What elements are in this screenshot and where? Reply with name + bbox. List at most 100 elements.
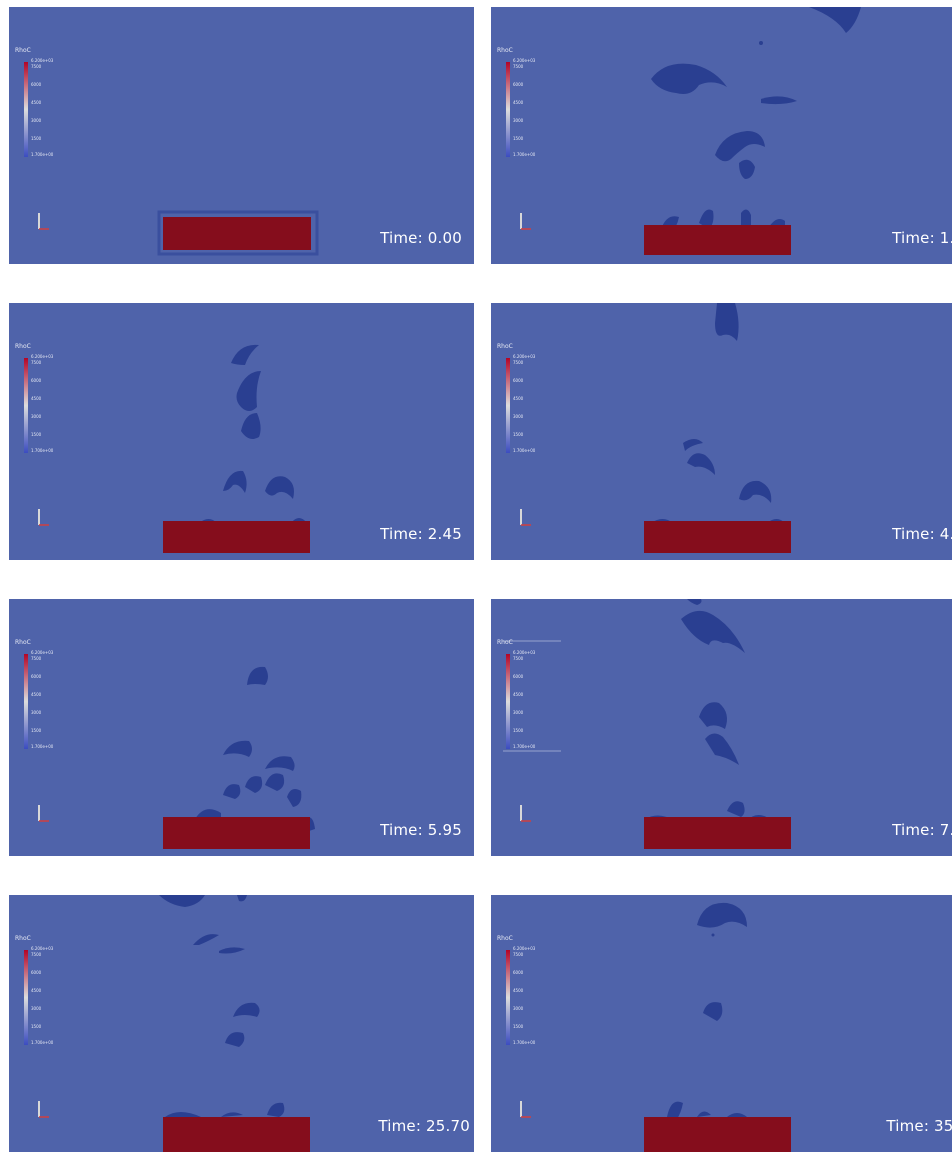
simulation-frame-8: RhoC 6.200e+03 7500 6000 4500 3000 1500 … [491,895,952,1152]
colorbar-tick: 4500 [513,988,524,993]
colorbar-tick: 7500 [31,656,42,661]
colorbar-tick: 4500 [31,100,42,105]
colorbar-tick: 3000 [31,118,42,123]
colorbar-tick: 6.200e+03 [31,650,54,655]
colorbar-tick: 1.700e+00 [31,1040,54,1045]
colorbar-tick: 3000 [31,414,42,419]
colorbar-tick: 7500 [31,64,42,69]
frame-plot [24,654,315,849]
colorbar-tick: 6000 [31,378,42,383]
time-label: Time: 35.40 [886,1117,952,1135]
bubbles [651,7,861,233]
axes-triad-icon [520,213,531,230]
colorbar-tick: 1500 [513,728,524,733]
colorbar-gradient [506,62,510,157]
frame-plot [506,902,791,1152]
colorbar-tick: 1.700e+00 [513,1040,536,1045]
colorbar-tick: 1500 [31,136,42,141]
colorbar-gradient [24,950,28,1045]
colorbar-tick: 7500 [513,360,524,365]
colorbar-tick: 6000 [31,82,42,87]
colorbar-tick: 1.700e+00 [31,744,54,749]
bubbles [195,666,315,831]
axes-triad-icon [520,805,531,822]
dense-block [644,1117,791,1152]
dense-block [163,1117,310,1152]
colorbar-tick: 6.200e+03 [513,354,536,359]
bubbles [667,902,747,1119]
colorbar-tick: 6.200e+03 [31,58,54,63]
colorbar-tick: 4500 [31,988,42,993]
dense-block [163,217,311,250]
colorbar-tick: 4500 [513,100,524,105]
colorbar-tick: 1500 [31,728,42,733]
colorbar-gradient [24,654,28,749]
frame-plot [24,62,319,256]
colorbar-tick: 1500 [31,1024,42,1029]
colorbar-title: RhoC [497,47,513,54]
colorbar-gradient [506,654,510,749]
colorbar-tick: 3000 [513,118,524,123]
colorbar-gradient [24,358,28,453]
simulation-frame-5: RhoC 6.200e+03 7500 6000 4500 3000 1500 … [9,599,474,856]
colorbar-tick: 6000 [513,674,524,679]
dense-block [644,521,791,553]
colorbar-tick: 1500 [513,1024,524,1029]
colorbar-tick: 6000 [31,674,42,679]
colorbar-tick: 3000 [31,1006,42,1011]
colorbar-tick: 6000 [513,82,524,87]
simulation-frame-2: RhoC 6.200e+03 7500 6000 4500 3000 1500 … [491,7,952,264]
colorbar-tick: 1.700e+00 [513,152,536,157]
simulation-frame-7: RhoC 6.200e+03 7500 6000 4500 3000 1500 … [9,895,474,1152]
axes-triad-icon [38,509,49,526]
colorbar-title: RhoC [497,639,513,646]
frame-plot [24,344,310,553]
time-label: Time: 0.00 [380,229,462,247]
time-label: Time: 4.20 [892,525,952,543]
colorbar-tick: 7500 [31,952,42,957]
colorbar-gradient [24,62,28,157]
colorbar-tick: 3000 [513,1006,524,1011]
colorbar-gradient [506,950,510,1045]
colorbar-tick: 6.200e+03 [31,946,54,951]
colorbar-title: RhoC [15,343,31,350]
colorbar-title: RhoC [497,343,513,350]
dense-block [644,817,791,849]
time-label: Time: 5.95 [380,821,462,839]
simulation-frame-1: RhoC 6.200e+03 7500 6000 4500 3000 1500 … [9,7,474,264]
colorbar-tick: 4500 [31,692,42,697]
colorbar-tick: 4500 [513,396,524,401]
bubbles [159,895,285,1117]
colorbar-tick: 3000 [513,710,524,715]
dense-block [163,817,310,849]
colorbar-tick: 3000 [31,710,42,715]
axes-triad-icon [38,805,49,822]
time-label: Time: 1.15 [892,229,952,247]
colorbar-tick: 7500 [513,64,524,69]
colorbar-tick: 1.700e+00 [31,448,54,453]
colorbar-tick: 4500 [31,396,42,401]
axes-triad-icon [520,1101,531,1118]
colorbar-tick: 6.200e+03 [513,58,536,63]
colorbar-tick: 6.200e+03 [31,354,54,359]
bubbles [645,599,773,825]
simulation-frame-4: RhoC 6.200e+03 7500 6000 4500 3000 1500 … [491,303,952,560]
colorbar-tick: 6.200e+03 [513,946,536,951]
colorbar-gradient [506,358,510,453]
colorbar-tick: 1500 [513,136,524,141]
block-outline [157,210,319,256]
time-label: Time: 2.45 [380,525,462,543]
simulation-frame-6: RhoC 6.200e+03 7500 6000 4500 3000 1500 … [491,599,952,856]
colorbar-title: RhoC [15,639,31,646]
colorbar-tick: 1.700e+00 [513,448,536,453]
frame-plot [506,7,861,255]
colorbar-tick: 1500 [513,432,524,437]
time-label: Time: 25.70 [378,1117,470,1135]
colorbar-tick: 6000 [513,378,524,383]
colorbar-tick: 7500 [31,360,42,365]
axes-triad-icon [520,509,531,526]
colorbar-title: RhoC [15,47,31,54]
frame-plot [506,303,791,553]
colorbar-tick: 1.700e+00 [31,152,54,157]
axes-triad-icon [38,213,49,230]
